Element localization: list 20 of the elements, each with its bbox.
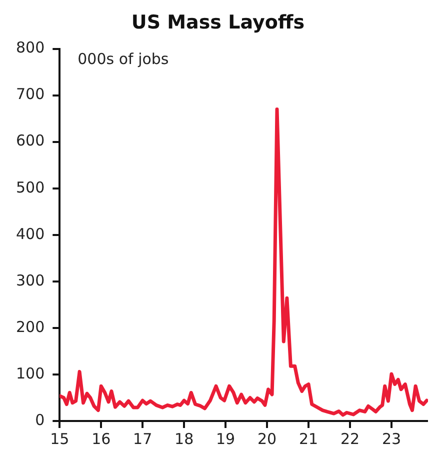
x-tick-label: 19	[216, 430, 236, 448]
x-tick-label: 18	[174, 430, 194, 448]
y-tick-label: 200	[16, 318, 45, 336]
y-tick-label: 700	[16, 85, 45, 104]
y-tick-label: 800	[16, 38, 45, 57]
y-tick-label: 500	[16, 178, 45, 196]
y-tick-label: 0	[35, 410, 45, 429]
y-tick-label: 100	[16, 364, 45, 382]
chart-title: US Mass Layoffs	[131, 11, 305, 34]
y-tick-label: 300	[16, 271, 45, 290]
x-tick-label: 20	[258, 430, 277, 448]
x-tick-label: 21	[298, 430, 318, 448]
x-tick-label: 16	[92, 430, 111, 448]
x-tick-label: 17	[133, 430, 152, 448]
x-tick-label: 22	[340, 430, 360, 448]
annotation: 000s of jobs	[78, 50, 169, 68]
x-tick-label: 23	[382, 430, 402, 448]
x-tick-label: 15	[50, 430, 70, 448]
y-tick-label: 400	[16, 224, 45, 243]
y-tick-label: 600	[16, 132, 45, 150]
